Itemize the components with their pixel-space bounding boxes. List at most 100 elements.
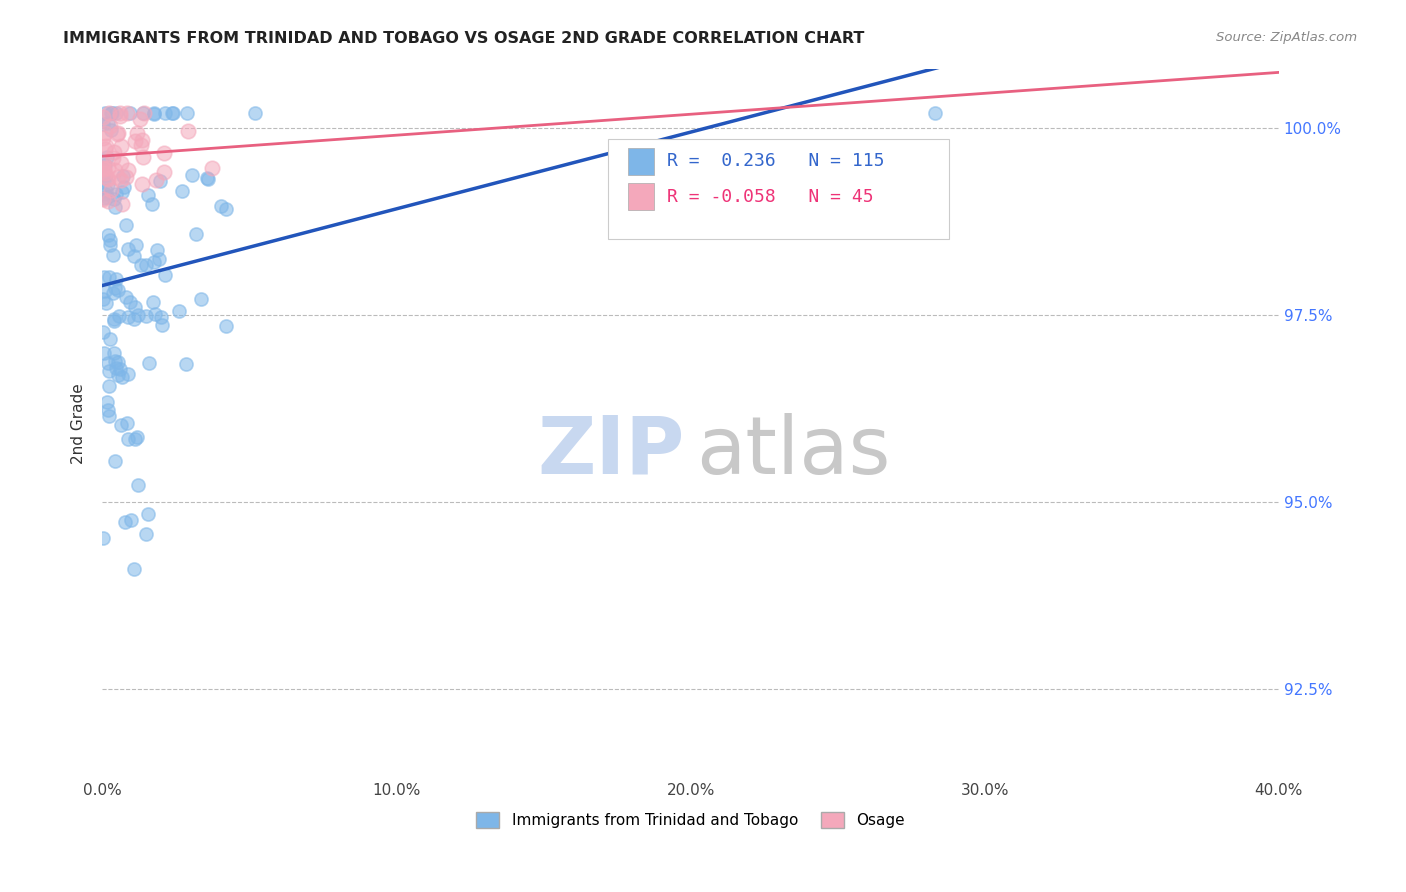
Point (97, 171, 120, 186)
Point (132, 150, 155, 164)
Point (162, 106, 184, 120)
Point (91, 531, 114, 545)
Point (136, 188, 159, 202)
Point (94, 284, 117, 298)
Point (94, 158, 117, 172)
Point (103, 248, 125, 262)
Point (170, 184, 193, 198)
Point (94, 106, 117, 120)
Point (135, 309, 157, 323)
Point (93, 142, 115, 156)
Text: atlas: atlas (696, 413, 891, 491)
FancyBboxPatch shape (609, 139, 949, 239)
Point (97, 227, 120, 242)
Point (93, 187, 115, 202)
Point (124, 300, 146, 314)
Point (141, 197, 163, 211)
Point (94, 138, 117, 153)
Point (122, 561, 145, 575)
Point (97, 106, 120, 120)
Point (115, 290, 138, 304)
Point (96, 394, 118, 409)
Point (138, 507, 160, 521)
Point (110, 172, 132, 186)
Point (117, 162, 139, 177)
Point (105, 272, 128, 286)
Point (97, 356, 120, 370)
Point (107, 368, 129, 383)
Point (114, 515, 136, 529)
Point (98, 233, 121, 247)
Point (131, 133, 153, 147)
Point (120, 295, 142, 310)
Point (105, 361, 128, 376)
Point (135, 258, 157, 272)
Point (131, 177, 153, 191)
Point (142, 295, 165, 310)
Point (153, 165, 176, 179)
Point (104, 453, 127, 467)
Point (107, 127, 129, 141)
Point (124, 250, 146, 264)
Point (155, 106, 177, 120)
Point (245, 106, 267, 120)
Y-axis label: 2nd Grade: 2nd Grade (72, 383, 86, 464)
Point (98, 120, 121, 134)
Point (97, 194, 120, 209)
Point (91, 325, 114, 339)
Point (98, 379, 121, 393)
Point (143, 107, 166, 121)
Point (149, 310, 172, 325)
Point (104, 187, 127, 202)
Point (107, 283, 129, 297)
Point (93, 270, 115, 285)
Point (117, 368, 139, 382)
Point (117, 432, 139, 446)
Point (115, 106, 138, 120)
Point (138, 356, 160, 370)
Point (132, 106, 155, 120)
Point (124, 432, 146, 446)
Point (135, 527, 157, 541)
Point (105, 106, 128, 120)
Point (103, 152, 125, 166)
Point (120, 513, 142, 527)
Text: R =  0.236   N = 115: R = 0.236 N = 115 (666, 153, 884, 170)
Point (98, 332, 121, 346)
Point (98, 238, 121, 252)
Point (93, 117, 115, 131)
Point (190, 292, 212, 306)
Point (117, 416, 139, 430)
Point (124, 312, 146, 326)
Point (117, 310, 139, 324)
Point (100, 106, 122, 120)
Point (153, 145, 176, 160)
Point (91, 293, 114, 307)
Point (107, 355, 129, 369)
Point (145, 243, 167, 257)
Point (96, 150, 118, 164)
Point (103, 192, 125, 206)
Point (124, 135, 146, 149)
Point (201, 161, 224, 175)
Point (181, 168, 204, 182)
Point (96, 190, 118, 204)
Point (111, 197, 134, 211)
Point (153, 268, 176, 282)
Point (107, 309, 129, 323)
Text: ZIP: ZIP (537, 413, 685, 491)
Point (97, 161, 120, 175)
Point (103, 346, 125, 360)
Point (132, 106, 155, 120)
Point (93, 191, 115, 205)
Point (143, 106, 166, 120)
FancyBboxPatch shape (628, 184, 654, 211)
Point (108, 109, 131, 123)
Point (107, 169, 129, 184)
Point (108, 106, 131, 120)
Point (101, 285, 124, 300)
Point (111, 369, 134, 384)
FancyBboxPatch shape (628, 148, 654, 175)
Point (107, 127, 129, 141)
Point (91, 161, 114, 175)
